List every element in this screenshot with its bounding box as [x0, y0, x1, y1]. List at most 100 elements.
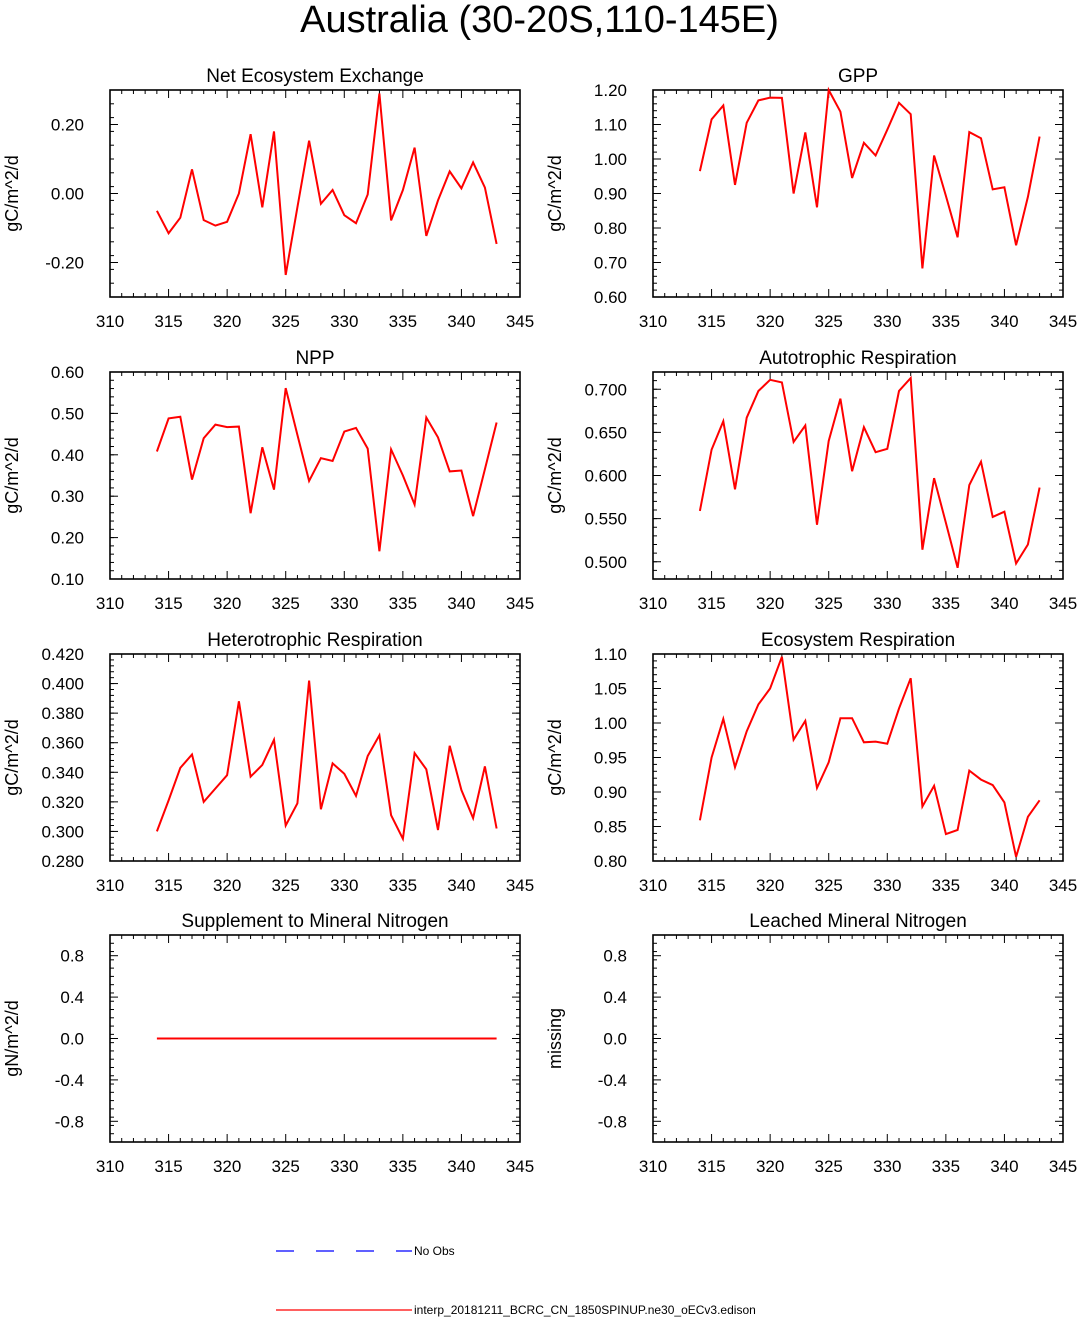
- x-tick-label: 320: [756, 876, 784, 895]
- panel-title: Leached Mineral Nitrogen: [749, 911, 967, 932]
- x-tick-label: 320: [756, 1157, 784, 1176]
- plot-frame: [652, 934, 1064, 1143]
- x-tick-label: 335: [389, 1157, 417, 1176]
- panels: Net Ecosystem Exchange 310 315 320 325 330 335…: [2, 66, 1077, 1176]
- y-tick-label: 0.380: [41, 704, 84, 723]
- plot-frame: [652, 89, 1064, 298]
- y-tick-label: 0.40: [51, 446, 84, 465]
- panel-title: Heterotrophic Respiration: [207, 630, 422, 651]
- y-tick-label: 0.85: [594, 818, 627, 837]
- y-tick-label: 0.50: [51, 404, 84, 423]
- legend: No Obs interp_20181211_BCRC_CN_1850SPINU…: [276, 1244, 756, 1317]
- x-tick-label: 325: [272, 594, 300, 613]
- legend-obs-label: No Obs: [414, 1244, 455, 1258]
- y-tick-label: 0.30: [51, 487, 84, 506]
- chart-panel-8: Leached Mineral Nitrogen 310 315 320 325 330 3…: [545, 911, 1077, 1176]
- x-tick-label: 315: [697, 594, 725, 613]
- y-tick-label: 0.650: [584, 423, 627, 442]
- x-tick-label: 335: [932, 1157, 960, 1176]
- plot-frame: [109, 89, 521, 298]
- x-tick-label: 315: [154, 594, 182, 613]
- x-tick-label: 345: [506, 1157, 534, 1176]
- x-tick-label: 345: [506, 594, 534, 613]
- x-tick-label: 315: [154, 876, 182, 895]
- y-tick-label: 0.280: [41, 852, 84, 871]
- x-tick-label: 340: [447, 876, 475, 895]
- panel-title: NPP: [295, 348, 334, 369]
- x-tick-label: 330: [330, 594, 358, 613]
- x-tick-label: 320: [213, 312, 241, 331]
- x-tick-label: 325: [815, 312, 843, 331]
- series-line-model: [155, 680, 498, 843]
- series-line-model: [155, 387, 498, 552]
- x-tick-label: 330: [873, 312, 901, 331]
- y-tick-label: 0.340: [41, 763, 84, 782]
- y-tick-label: 0.320: [41, 793, 84, 812]
- y-axis-label: gC/m^2/d: [545, 719, 565, 795]
- x-tick-label: 320: [213, 1157, 241, 1176]
- x-tick-label: 340: [447, 312, 475, 331]
- y-tick-label: -0.8: [598, 1112, 627, 1131]
- y-tick-label: 1.10: [594, 645, 627, 664]
- y-tick-label: 0.20: [51, 116, 84, 135]
- y-tick-label: -0.8: [55, 1112, 84, 1131]
- chart-panel-6: Ecosystem Respiration 310 315 320 325 330 335 3…: [545, 630, 1077, 895]
- x-tick-label: 345: [1049, 594, 1077, 613]
- x-tick-label: 345: [1049, 876, 1077, 895]
- y-tick-label: 0.20: [51, 529, 84, 548]
- x-tick-label: 330: [873, 876, 901, 895]
- x-tick-label: 315: [154, 1157, 182, 1176]
- x-tick-label: 345: [506, 876, 534, 895]
- x-tick-label: 340: [447, 1157, 475, 1176]
- panel-title: Autotrophic Respiration: [759, 348, 957, 369]
- x-tick-label: 320: [756, 312, 784, 331]
- y-tick-label: 1.20: [594, 81, 627, 100]
- y-axis-label: gC/m^2/d: [2, 437, 22, 513]
- y-axis-label: gC/m^2/d: [545, 155, 565, 231]
- x-tick-label: 335: [932, 312, 960, 331]
- x-tick-label: 325: [815, 594, 843, 613]
- y-tick-label: 1.00: [594, 150, 627, 169]
- x-tick-label: 330: [330, 876, 358, 895]
- y-tick-label: -0.20: [45, 254, 84, 273]
- x-tick-label: 340: [990, 594, 1018, 613]
- x-tick-label: 345: [1049, 312, 1077, 331]
- y-tick-label: 0.70: [594, 254, 627, 273]
- x-tick-label: 325: [815, 1157, 843, 1176]
- x-tick-label: 340: [447, 594, 475, 613]
- y-tick-label: -0.4: [55, 1071, 84, 1090]
- series-line-model: [156, 93, 498, 276]
- y-tick-label: 0.90: [594, 783, 627, 802]
- x-tick-label: 335: [932, 876, 960, 895]
- y-tick-label: 0.400: [41, 675, 84, 694]
- plot-frame: [652, 653, 1064, 862]
- panel-title: Supplement to Mineral Nitrogen: [181, 911, 448, 932]
- y-tick-label: 0.90: [594, 185, 627, 204]
- x-tick-label: 320: [756, 594, 784, 613]
- x-tick-label: 345: [1049, 1157, 1077, 1176]
- x-tick-label: 325: [272, 1157, 300, 1176]
- x-tick-label: 335: [389, 876, 417, 895]
- panel-title: GPP: [838, 66, 878, 87]
- x-tick-label: 330: [330, 1157, 358, 1176]
- y-tick-label: 1.00: [594, 714, 627, 733]
- y-tick-label: 0.0: [60, 1030, 84, 1049]
- y-axis-label: gC/m^2/d: [545, 437, 565, 513]
- y-tick-label: 0.500: [584, 553, 627, 572]
- y-tick-label: -0.4: [598, 1071, 627, 1090]
- y-tick-label: 0.300: [41, 822, 84, 841]
- legend-model-label: interp_20181211_BCRC_CN_1850SPINUP.ne30_…: [414, 1303, 756, 1317]
- x-tick-label: 320: [213, 594, 241, 613]
- x-tick-label: 315: [697, 312, 725, 331]
- y-tick-label: 1.05: [594, 680, 627, 699]
- x-tick-label: 325: [815, 876, 843, 895]
- y-tick-label: 0.550: [584, 510, 627, 529]
- y-tick-label: 0.360: [41, 734, 84, 753]
- x-tick-label: 340: [990, 1157, 1018, 1176]
- y-tick-label: 0.4: [603, 988, 627, 1007]
- x-tick-label: 310: [639, 1157, 667, 1176]
- x-tick-label: 315: [697, 876, 725, 895]
- y-tick-label: 0.8: [603, 947, 627, 966]
- x-tick-label: 310: [96, 876, 124, 895]
- series-line-model: [698, 656, 1041, 858]
